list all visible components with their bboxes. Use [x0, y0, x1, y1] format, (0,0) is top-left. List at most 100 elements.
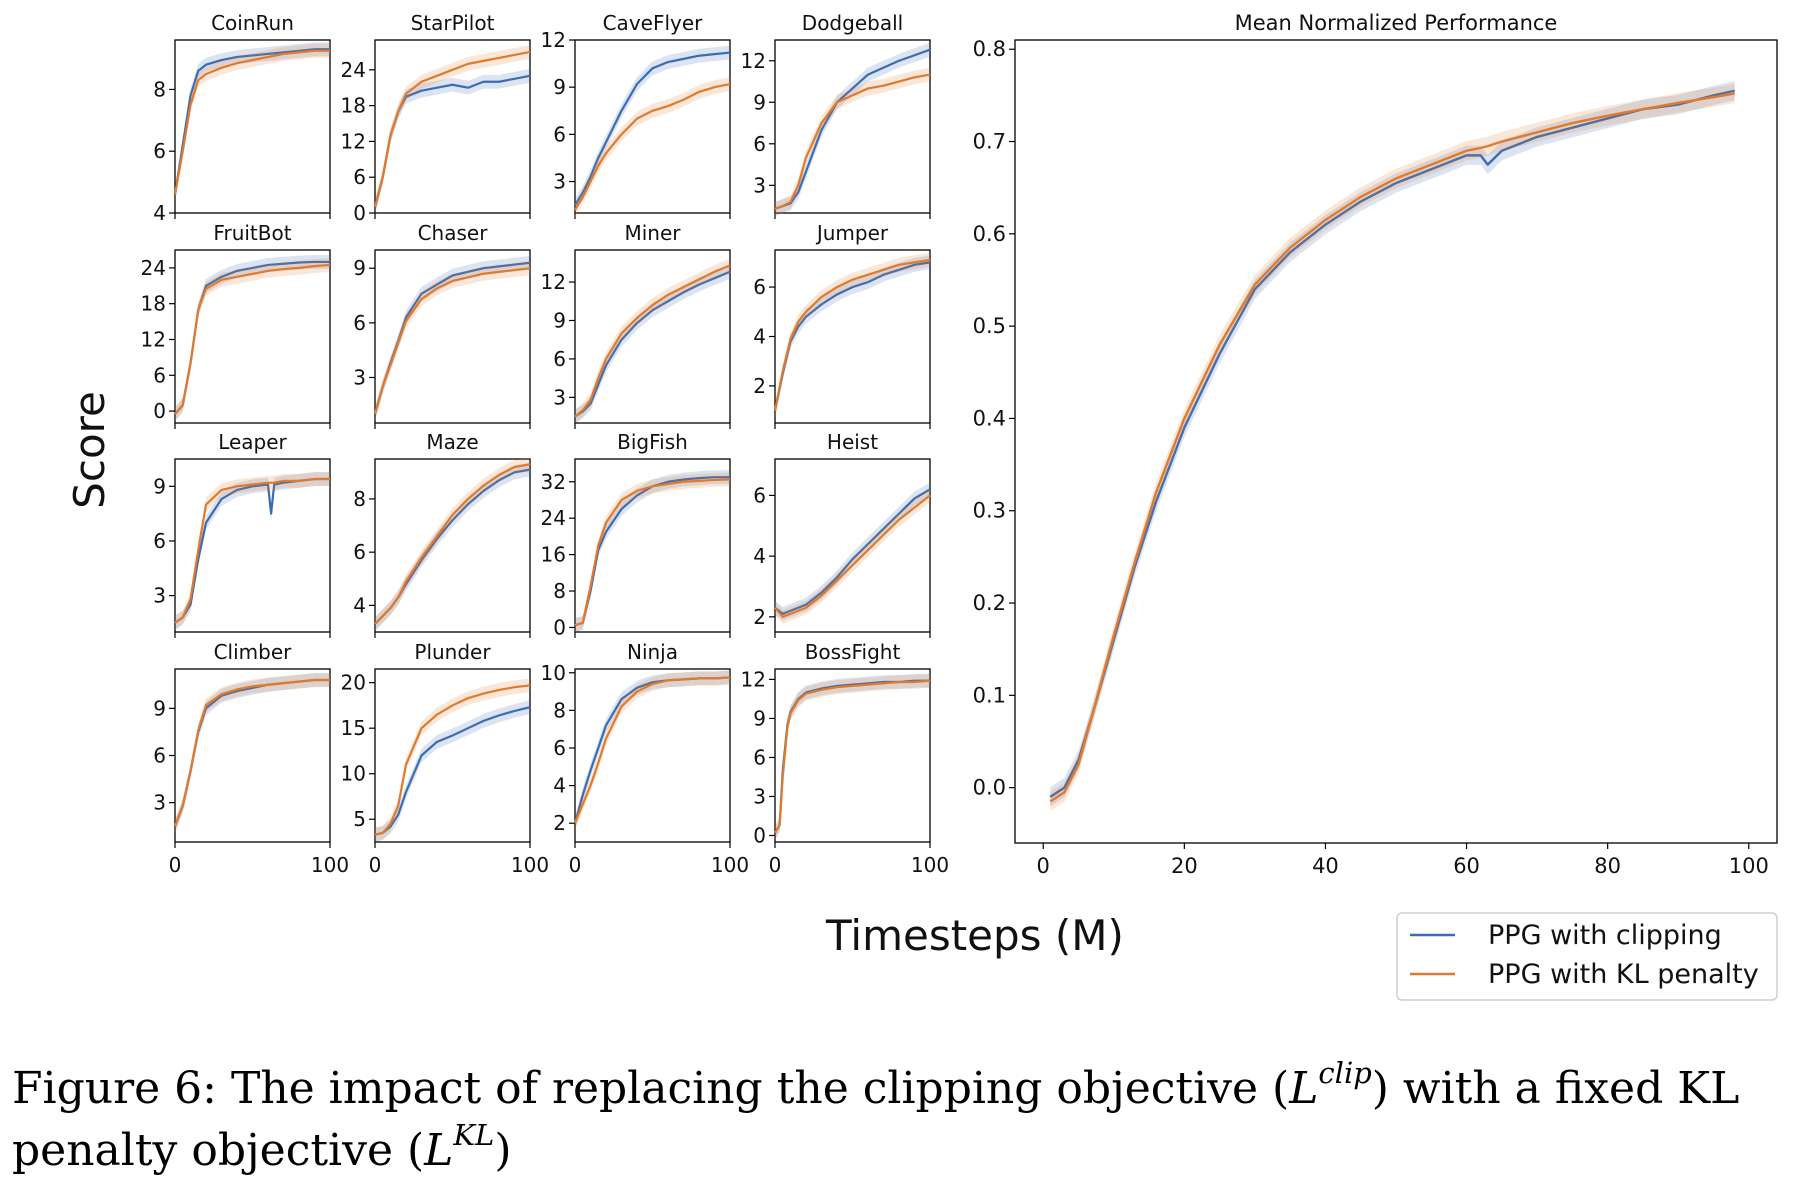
panel-title-mean-normalized-performance: Mean Normalized Performance: [1235, 11, 1558, 35]
y-tick-label: 0: [153, 399, 166, 423]
line-ppg-with-clipping-coinrun: [173, 48, 330, 195]
y-tick-label: 24: [341, 58, 366, 82]
line-ppg-with-clipping-heist: [774, 488, 931, 615]
y-tick-label: 12: [741, 667, 766, 691]
y-tick-label: 9: [153, 474, 166, 498]
y-tick-label: 6: [353, 165, 366, 189]
y-tick-label: 8: [553, 579, 566, 603]
x-tick-label: 100: [711, 853, 749, 877]
panel-title-coinrun: CoinRun: [211, 11, 294, 35]
x-tick-label: 100: [311, 853, 349, 877]
line-ppg-with-kl-penalty-heist: [774, 494, 931, 618]
y-tick-label: 4: [753, 325, 766, 349]
x-tick-label: 100: [511, 853, 549, 877]
caption-math-lkl-base: L: [424, 1125, 454, 1176]
x-tick-label: 0: [169, 853, 182, 877]
caption-math-lclip-base: L: [1289, 1063, 1319, 1114]
y-tick-label: 2: [753, 374, 766, 398]
panel-climber: Climber 3 6 9 0 100: [153, 640, 349, 877]
y-tick-label: 0: [753, 823, 766, 847]
caption-math-lclip: Lclip: [1289, 1059, 1372, 1115]
y-tick-label: 3: [753, 173, 766, 197]
band-ppg-with-kl-penalty-caveflyer: [575, 77, 730, 217]
panel-leaper: Leaper 3 6 9: [153, 430, 331, 638]
line-ppg-with-kl-penalty-plunder: [374, 684, 531, 836]
y-tick-label: 6: [353, 540, 366, 564]
y-tick-label: 0.0: [973, 776, 1006, 800]
line-ppg-with-kl-penalty-starpilot: [373, 50, 531, 208]
caption-math-lkl-sup: KL: [453, 1118, 495, 1152]
panel-frame-fruitbot: [174, 249, 331, 424]
x-tick-label: 0: [569, 853, 582, 877]
panel-title-jumper: Jumper: [815, 221, 889, 245]
y-tick-label: 10: [341, 762, 366, 786]
line-ppg-with-kl-penalty-miner: [574, 264, 731, 418]
y-tick-label: 4: [753, 544, 766, 568]
panel-miner: Miner 3 6 9 12: [541, 221, 731, 429]
x-tick-label: 100: [1729, 854, 1769, 878]
panel-mean-normalized-performance: Mean Normalized Performance 0.0 0.1 0.2 0.3 0…: [973, 11, 1778, 878]
line-ppg-with-kl-penalty-maze: [374, 463, 531, 625]
panel-title-heist: Heist: [827, 430, 878, 454]
panel-plunder: Plunder 5 10 15 20 0 100: [341, 640, 550, 877]
y-tick-label: 6: [553, 122, 566, 146]
y-tick-label: 0: [353, 201, 366, 225]
x-tick-label: 60: [1453, 854, 1480, 878]
y-tick-label: 16: [541, 543, 566, 567]
legend-label-clipping: PPG with clipping: [1488, 920, 1722, 951]
x-tick-label: 40: [1312, 854, 1339, 878]
panel-maze: Maze 4 6 8: [353, 430, 531, 638]
y-tick-label: 20: [341, 671, 366, 695]
panel-dodgeball: Dodgeball 3 6 9 12: [741, 11, 931, 219]
line-ppg-with-kl-penalty-bigfish: [574, 478, 731, 627]
panel-title-chaser: Chaser: [418, 221, 489, 245]
y-tick-label: 18: [341, 94, 366, 118]
panel-frame-miner: [574, 249, 731, 424]
panel-frame-heist: [774, 458, 931, 633]
panel-starpilot: StarPilot 0 6 12 18 24: [341, 11, 531, 225]
x-tick-label: 80: [1594, 854, 1621, 878]
panel-frame-plunder: [374, 668, 531, 843]
panel-caveflyer: CaveFlyer 3 6 9 12: [541, 11, 731, 219]
x-tick-label: 0: [1037, 854, 1050, 878]
x-tick-label: 0: [369, 853, 382, 877]
band-ppg-with-clipping-maze: [375, 462, 530, 631]
y-tick-label: 10: [541, 661, 566, 685]
y-tick-label: 3: [153, 791, 166, 815]
band-ppg-with-kl-penalty-maze: [375, 457, 530, 631]
panel-title-maze: Maze: [426, 430, 478, 454]
panel-bossfight: BossFight 0 3 6 9 12 0 100: [741, 640, 950, 877]
band-ppg-with-clipping-heist: [775, 482, 930, 621]
legend: PPG with clipping PPG with KL penalty: [1396, 912, 1778, 1001]
y-tick-label: 12: [141, 327, 166, 351]
line-ppg-with-kl-penalty-jumper: [773, 258, 931, 411]
y-tick-label: 5: [353, 807, 366, 831]
y-tick-label: 0.2: [973, 591, 1006, 615]
y-tick-label: 9: [753, 90, 766, 114]
panel-title-miner: Miner: [624, 221, 681, 245]
y-tick-label: 0.7: [973, 130, 1006, 154]
line-ppg-with-kl-penalty-coinrun: [173, 49, 330, 195]
y-tick-label: 0.1: [973, 683, 1006, 707]
y-tick-label: 2: [553, 811, 566, 835]
y-tick-label: 6: [553, 736, 566, 760]
y-tick-label: 8: [553, 698, 566, 722]
legend-label-kl: PPG with KL penalty: [1488, 959, 1759, 990]
y-tick-label: 6: [753, 483, 766, 507]
y-tick-label: 3: [553, 385, 566, 409]
y-tick-label: 8: [353, 487, 366, 511]
band-ppg-with-kl-penalty-heist: [775, 488, 930, 624]
y-tick-label: 12: [541, 270, 566, 294]
line-ppg-with-clipping-plunder: [374, 706, 531, 836]
y-tick-label: 9: [153, 696, 166, 720]
x-tick-label: 0: [769, 853, 782, 877]
y-tick-label: 9: [553, 308, 566, 332]
band-ppg-with-clipping-starpilot: [375, 68, 530, 214]
panel-title-climber: Climber: [214, 640, 293, 664]
legend-frame: [1396, 912, 1778, 1001]
line-ppg-with-kl-penalty-dodgeball: [774, 73, 931, 210]
y-tick-label: 12: [741, 49, 766, 73]
y-tick-label: 4: [353, 593, 366, 617]
y-tick-label: 24: [141, 256, 166, 280]
